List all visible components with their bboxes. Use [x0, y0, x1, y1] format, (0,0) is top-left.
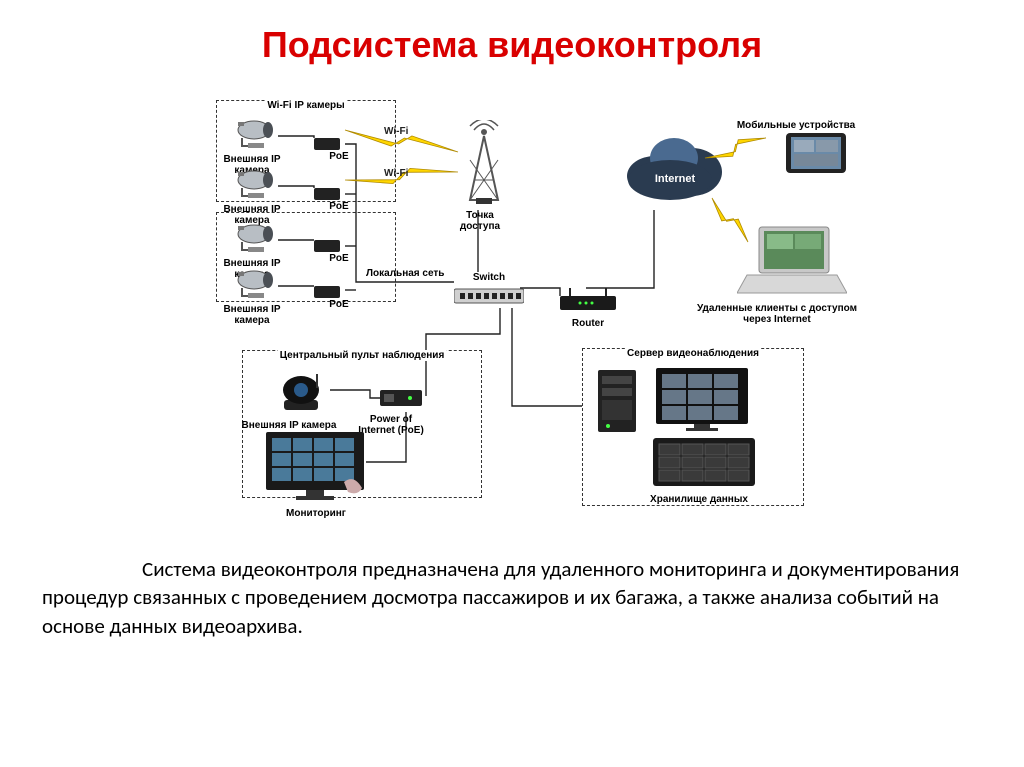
- lan-label: Локальная сеть: [366, 268, 444, 279]
- network-diagram: Wi-Fi IP камерыЦентральный пульт наблюде…: [170, 90, 860, 530]
- wifi-label: Wi-Fi: [384, 168, 408, 179]
- page-title: Подсистема видеоконтроля: [0, 0, 1024, 66]
- description-text: Система видеоконтроля предназначена для …: [42, 555, 982, 640]
- description-body: Система видеоконтроля предназначена для …: [42, 556, 959, 639]
- bolts-layer: [170, 90, 860, 530]
- wifi-label: Wi-Fi: [384, 126, 408, 137]
